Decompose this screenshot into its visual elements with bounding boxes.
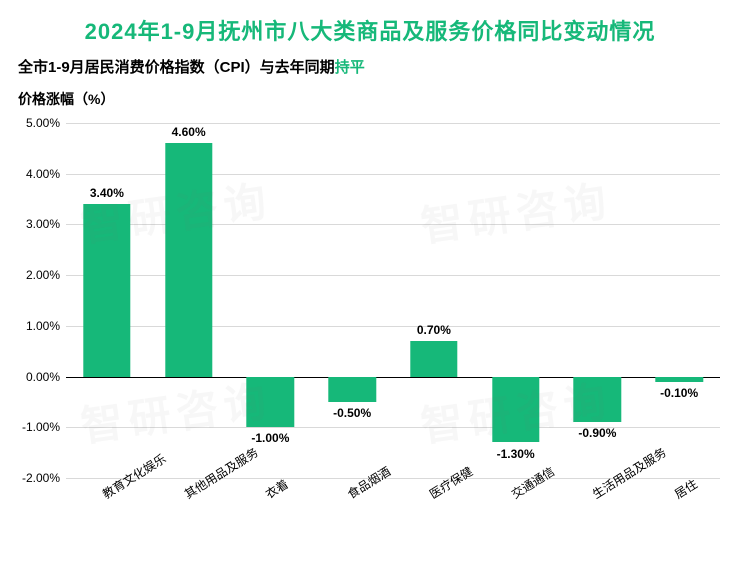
bar — [247, 377, 294, 428]
value-label: -1.30% — [497, 447, 535, 461]
y-tick-label: -1.00% — [22, 420, 66, 434]
bar — [655, 377, 702, 382]
subtitle-prefix: 全市1-9月居民消费价格指数（CPI）与去年同期 — [18, 59, 335, 76]
value-label: -0.50% — [333, 406, 371, 420]
bar — [410, 341, 457, 377]
bar — [328, 377, 375, 402]
x-tick-label: 食品烟酒 — [344, 463, 394, 503]
bar-slot: -0.50%食品烟酒 — [311, 123, 393, 478]
bar-slot: -1.30%交通通信 — [475, 123, 557, 478]
bar-slot: 3.40%教育文化娱乐 — [66, 123, 148, 478]
y-tick-label: -2.00% — [22, 471, 66, 485]
bar — [165, 143, 212, 376]
y-tick-label: 2.00% — [26, 268, 66, 282]
x-tick-label: 衣着 — [262, 475, 291, 502]
y-axis-label: 价格涨幅（%） — [0, 81, 740, 113]
bar-slot: 4.60%其他用品及服务 — [148, 123, 230, 478]
bar — [492, 377, 539, 443]
chart-title: 2024年1-9月抚州市八大类商品及服务价格同比变动情况 — [0, 0, 740, 52]
x-tick-label: 医疗保健 — [426, 463, 476, 503]
bar-slot: -1.00%衣着 — [230, 123, 312, 478]
plot-area: -2.00%-1.00%0.00%1.00%2.00%3.00%4.00%5.0… — [66, 123, 720, 478]
value-label: -1.00% — [251, 431, 289, 445]
value-label: 3.40% — [90, 186, 124, 200]
y-tick-label: 1.00% — [26, 319, 66, 333]
y-tick-label: 5.00% — [26, 116, 66, 130]
bar — [574, 377, 621, 423]
value-label: -0.90% — [578, 426, 616, 440]
bar-slot: 0.70%医疗保健 — [393, 123, 475, 478]
y-tick-label: 3.00% — [26, 217, 66, 231]
y-tick-label: 0.00% — [26, 370, 66, 384]
value-label: 0.70% — [417, 323, 451, 337]
bar-slot: -0.90%生活用品及服务 — [557, 123, 639, 478]
x-tick-label: 居住 — [671, 475, 700, 502]
y-tick-label: 4.00% — [26, 167, 66, 181]
chart-area: -2.00%-1.00%0.00%1.00%2.00%3.00%4.00%5.0… — [66, 123, 720, 478]
bar-slot: -0.10%居住 — [638, 123, 720, 478]
x-tick-label: 交通通信 — [508, 463, 558, 503]
value-label: 4.60% — [172, 125, 206, 139]
value-label: -0.10% — [660, 386, 698, 400]
subtitle-highlight: 持平 — [335, 59, 365, 76]
bar — [83, 204, 130, 376]
chart-subtitle: 全市1-9月居民消费价格指数（CPI）与去年同期持平 — [0, 52, 740, 81]
